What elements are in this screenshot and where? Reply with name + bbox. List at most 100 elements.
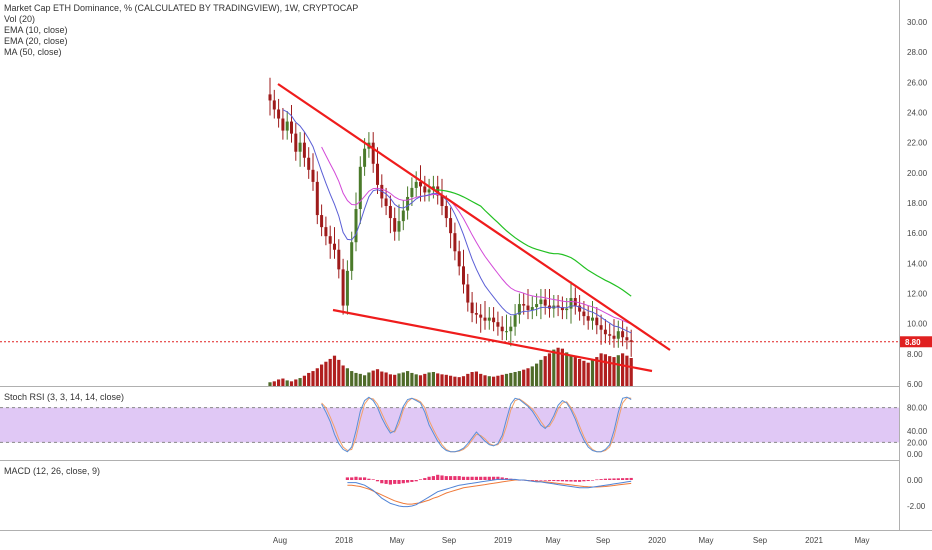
- volume-bar: [449, 375, 453, 386]
- candle-body: [616, 331, 620, 339]
- macd-hist-bar: [582, 480, 586, 482]
- candle-body: [556, 305, 560, 308]
- volume-bar: [573, 357, 577, 386]
- upper-trendline[interactable]: [277, 83, 671, 351]
- stoch-rsi-legend[interactable]: Stoch RSI (3, 3, 14, 14, close): [4, 392, 124, 403]
- candle-body: [595, 317, 599, 326]
- volume-bar: [539, 359, 543, 386]
- ema10-line: [282, 109, 632, 334]
- volume-bar: [298, 378, 302, 386]
- volume-bar: [324, 361, 328, 386]
- legend-ma50[interactable]: MA (50, close): [4, 47, 62, 57]
- volume-bar: [590, 359, 595, 386]
- volume-bar: [281, 378, 285, 386]
- volume-bar: [582, 360, 586, 386]
- volume-bar: [345, 368, 349, 386]
- candle-body: [294, 133, 298, 152]
- price-tick-label: 18.00: [907, 199, 928, 208]
- macd-main-line: [347, 478, 632, 508]
- macd-hist-bar: [397, 480, 401, 484]
- volume-bar: [388, 374, 392, 386]
- macd-hist-bar: [436, 474, 440, 480]
- macd-hist-bar: [573, 480, 577, 482]
- candle-body: [578, 305, 582, 312]
- candle-body: [307, 157, 311, 170]
- volume-bar: [569, 355, 573, 386]
- price-tick-label: 30.00: [907, 18, 928, 27]
- price-axis-ticks: 30.00 28.00 26.00 24.00 22.00 20.00 18.00 16.00…: [907, 18, 928, 389]
- volume-bar: [556, 347, 560, 386]
- candle-body: [320, 215, 324, 228]
- macd-hist-bar: [363, 477, 367, 480]
- candle-body: [457, 251, 461, 267]
- main-legend: Market Cap ETH Dominance, % (CALCULATED …: [4, 3, 358, 58]
- legend-title[interactable]: Market Cap ETH Dominance, % (CALCULATED …: [4, 3, 359, 13]
- macd-hist-bar: [453, 476, 457, 480]
- volume-bar: [371, 370, 375, 386]
- macd-hist-bar: [449, 476, 453, 480]
- macd-hist-bar: [569, 480, 573, 482]
- candle-body: [599, 325, 603, 330]
- legend-volume[interactable]: Vol (20): [4, 14, 36, 24]
- volume-bar: [427, 372, 431, 386]
- candle-body: [388, 206, 392, 219]
- volume-bar: [530, 366, 534, 386]
- volume-bar: [578, 358, 582, 386]
- volume-bar: [479, 373, 483, 386]
- macd-tick-label: -2.00: [907, 502, 926, 511]
- volume-bar: [367, 372, 371, 386]
- candle-body: [453, 233, 457, 252]
- ma50-line: [433, 189, 632, 297]
- time-tick-label: May: [545, 536, 560, 545]
- volume-bar: [504, 373, 509, 386]
- volume-bar: [560, 348, 564, 386]
- volume-bar: [513, 372, 517, 386]
- candle-body: [431, 186, 435, 190]
- volume-bar: [461, 376, 466, 386]
- volume-bar: [375, 369, 380, 386]
- candle-body: [436, 186, 440, 196]
- volume-bar: [393, 374, 397, 386]
- candle-body: [629, 340, 633, 342]
- macd-hist-bar: [440, 475, 444, 480]
- lower-trendline[interactable]: [332, 308, 653, 373]
- macd-hist-bar: [393, 480, 397, 484]
- macd-hist-bar: [487, 476, 491, 480]
- macd-legend[interactable]: MACD (12, 26, close, 9): [4, 466, 100, 477]
- legend-ema10[interactable]: EMA (10, close): [4, 25, 68, 35]
- macd-hist-bar: [470, 476, 474, 480]
- volume-bar: [414, 374, 418, 386]
- volume-bar: [410, 372, 414, 386]
- volume-bar: [401, 372, 405, 386]
- macd-hist-bar: [500, 477, 504, 480]
- volume-bar: [350, 371, 354, 386]
- volume-bar: [406, 371, 410, 386]
- macd-hist-bar: [354, 476, 358, 480]
- current-price-label: 8.80: [905, 338, 921, 347]
- candle-body: [621, 331, 625, 338]
- macd-hist-bar: [547, 480, 552, 481]
- legend-ema20[interactable]: EMA (20, close): [4, 36, 68, 46]
- volume-bar: [358, 373, 362, 386]
- volume-bar: [526, 368, 530, 386]
- macd-hist-bar: [414, 480, 418, 482]
- macd-hist-bar: [358, 477, 362, 480]
- volume-bar: [522, 369, 526, 386]
- macd-hist-bar: [590, 480, 595, 481]
- macd-hist-bar: [371, 479, 375, 480]
- macd-label: MACD (12, 26, close, 9): [4, 466, 101, 476]
- macd-hist-bar: [578, 480, 582, 482]
- macd-hist-bar: [565, 480, 569, 482]
- volume-bar: [474, 371, 478, 386]
- macd-hist-bar: [612, 478, 616, 480]
- candle-body: [535, 304, 539, 308]
- volume-bar: [492, 376, 496, 386]
- volume-bar: [418, 375, 423, 386]
- candle-body: [612, 335, 616, 339]
- time-tick-label: 2018: [335, 536, 353, 545]
- candle-body: [345, 270, 349, 306]
- volume-bar: [608, 356, 612, 386]
- volume-bar: [307, 372, 311, 386]
- candle-body: [522, 304, 526, 306]
